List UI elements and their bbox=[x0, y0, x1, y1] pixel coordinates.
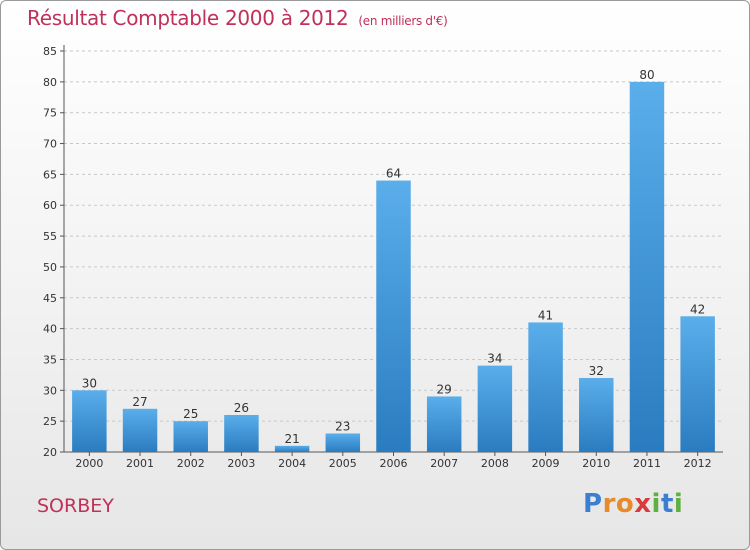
data-label: 21 bbox=[284, 432, 299, 446]
chart-subtitle: (en milliers d'€) bbox=[358, 14, 448, 28]
x-tick-label: 2011 bbox=[633, 457, 661, 470]
data-label: 34 bbox=[487, 352, 502, 366]
logo-letter: x bbox=[634, 489, 652, 519]
y-tick-label: 70 bbox=[43, 138, 57, 151]
data-label: 32 bbox=[589, 364, 604, 378]
data-label: 41 bbox=[538, 308, 553, 322]
data-label: 23 bbox=[335, 419, 350, 433]
logo-letter: P bbox=[583, 489, 603, 519]
x-tick-label: 2005 bbox=[329, 457, 357, 470]
bar bbox=[579, 377, 614, 452]
bar bbox=[173, 421, 208, 452]
data-label: 42 bbox=[690, 302, 705, 316]
data-label: 27 bbox=[132, 395, 147, 409]
chart-title-text: Résultat Comptable 2000 à 2012 bbox=[27, 6, 349, 30]
bar bbox=[72, 390, 107, 452]
logo-letter: i bbox=[651, 489, 661, 519]
proxiti-logo: Proxiti bbox=[583, 489, 683, 519]
y-tick-label: 85 bbox=[43, 45, 57, 58]
logo-letter: t bbox=[660, 489, 674, 519]
y-tick-label: 20 bbox=[43, 446, 57, 459]
data-label: 64 bbox=[386, 167, 401, 181]
x-tick-label: 2001 bbox=[126, 457, 154, 470]
data-label: 29 bbox=[437, 382, 452, 396]
x-tick-label: 2000 bbox=[75, 457, 103, 470]
bar bbox=[325, 433, 361, 452]
data-label: 30 bbox=[82, 376, 97, 390]
x-tick-label: 2009 bbox=[532, 457, 560, 470]
y-tick-label: 50 bbox=[43, 261, 57, 274]
y-tick-label: 30 bbox=[43, 384, 57, 397]
logo-letter: r bbox=[602, 489, 616, 519]
bar bbox=[274, 445, 310, 452]
x-tick-label: 2010 bbox=[582, 457, 610, 470]
data-label: 80 bbox=[639, 68, 654, 82]
y-tick-label: 40 bbox=[43, 323, 57, 336]
x-tick-label: 2003 bbox=[227, 457, 255, 470]
y-tick-label: 75 bbox=[43, 107, 57, 120]
bar bbox=[680, 316, 715, 452]
y-tick-label: 60 bbox=[43, 199, 57, 212]
x-tick-label: 2004 bbox=[278, 457, 306, 470]
y-tick-label: 45 bbox=[43, 292, 57, 305]
bar bbox=[122, 408, 158, 452]
logo-letter: o bbox=[615, 489, 635, 519]
x-tick-label: 2006 bbox=[380, 457, 408, 470]
bar bbox=[528, 322, 563, 452]
bar bbox=[224, 414, 259, 452]
logo-letter: i bbox=[673, 489, 684, 519]
chart-title: Résultat Comptable 2000 à 2012 (en millie… bbox=[27, 6, 448, 30]
y-tick-label: 55 bbox=[43, 230, 57, 243]
data-label: 26 bbox=[234, 401, 249, 415]
bar bbox=[426, 396, 462, 452]
x-tick-label: 2002 bbox=[177, 457, 205, 470]
y-tick-label: 65 bbox=[43, 168, 57, 181]
y-tick-label: 35 bbox=[43, 353, 57, 366]
x-tick-label: 2007 bbox=[430, 457, 458, 470]
x-tick-label: 2008 bbox=[481, 457, 509, 470]
x-tick-label: 2012 bbox=[684, 457, 712, 470]
bar bbox=[629, 81, 665, 452]
y-tick-label: 25 bbox=[43, 415, 57, 428]
bar bbox=[376, 180, 411, 453]
bar bbox=[477, 365, 513, 452]
y-tick-label: 80 bbox=[43, 76, 57, 89]
place-name: SORBEY bbox=[37, 495, 114, 517]
data-label: 25 bbox=[183, 407, 198, 421]
